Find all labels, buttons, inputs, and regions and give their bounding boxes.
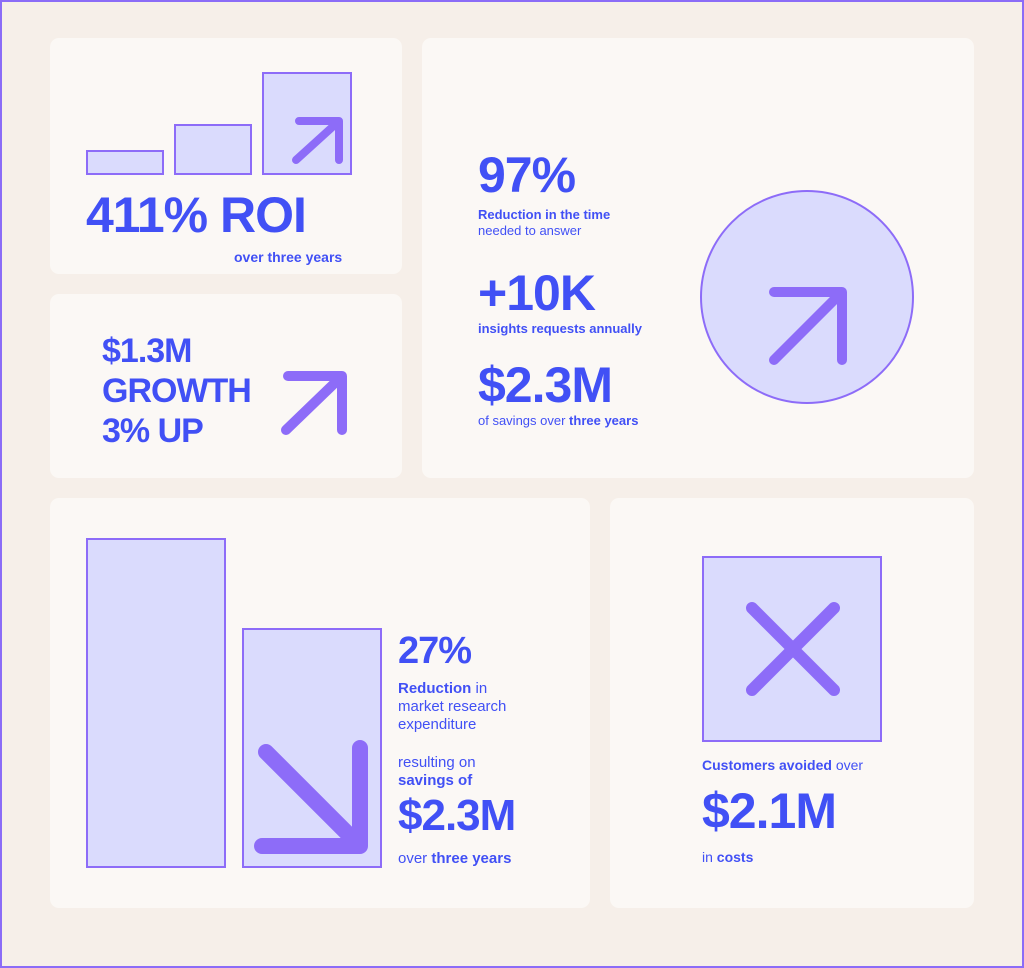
savings-label-bold: three years [569, 413, 639, 428]
customers-label: Customers avoided over [702, 756, 863, 774]
reduction-label-in: in [471, 680, 488, 697]
stat-10k-label: insights requests annually [478, 321, 642, 336]
growth-card: $1.3M GROWTH 3% UP [50, 294, 402, 478]
roi-headline: 411% ROI [86, 187, 307, 243]
reduction-savings-value: $2.3M [398, 791, 516, 840]
savings-label-pre: of savings over [478, 413, 570, 428]
stat-savings-label: of savings over three years [478, 412, 638, 430]
reduction-label-2: market research [398, 698, 507, 715]
customers-label-bold: Customers avoided [702, 757, 832, 773]
customers-value: $2.1M [702, 783, 837, 839]
stat-97-label: needed to answer [478, 223, 582, 238]
stats-card: 97% Reduction in the time needed to answ… [422, 38, 974, 478]
bar-small [86, 150, 164, 175]
reduction-footer-bold: three years [431, 850, 512, 867]
growth-percent: 3% UP [102, 412, 204, 450]
customers-footer-pre: in [702, 849, 717, 865]
customers-label-over: over [831, 757, 864, 773]
arrow-circle [700, 190, 914, 404]
close-x-icon [746, 602, 840, 696]
reduction-label-3: expenditure [398, 716, 477, 733]
growth-label: GROWTH [102, 372, 252, 410]
reduction-footer: over three years [398, 850, 511, 868]
customers-card: Customers avoided over $2.1M in costs [610, 498, 974, 908]
roi-card: 411% ROI over three years [50, 38, 402, 274]
customers-footer-bold: costs [716, 849, 754, 865]
reduction-card: 27% Reduction in market research expendi… [50, 498, 590, 908]
bar-medium [174, 124, 252, 175]
reduction-label-bold: Reduction [398, 680, 472, 697]
reduction-value: 27% [398, 630, 472, 672]
roi-subtitle: over three years [234, 249, 343, 265]
arrow-up-right-icon [281, 371, 347, 435]
arrow-up-right-icon [292, 117, 343, 164]
growth-amount: $1.3M [102, 332, 192, 370]
stat-savings-value: $2.3M [478, 357, 613, 413]
customers-footer: in costs [702, 848, 753, 866]
arrow-down-right-icon [254, 740, 368, 854]
result-line-1: resulting on [398, 754, 476, 771]
reduction-label-1: Reduction in [398, 680, 487, 698]
reduction-footer-pre: over [398, 850, 432, 867]
bar-tall [86, 538, 226, 868]
result-line-2: savings of [398, 772, 473, 789]
stat-10k-value: +10K [478, 265, 596, 321]
stat-97-label-bold: Reduction in the time [478, 207, 611, 222]
arrow-up-right-circle-icon [769, 287, 847, 365]
stat-97-value: 97% [478, 147, 576, 203]
